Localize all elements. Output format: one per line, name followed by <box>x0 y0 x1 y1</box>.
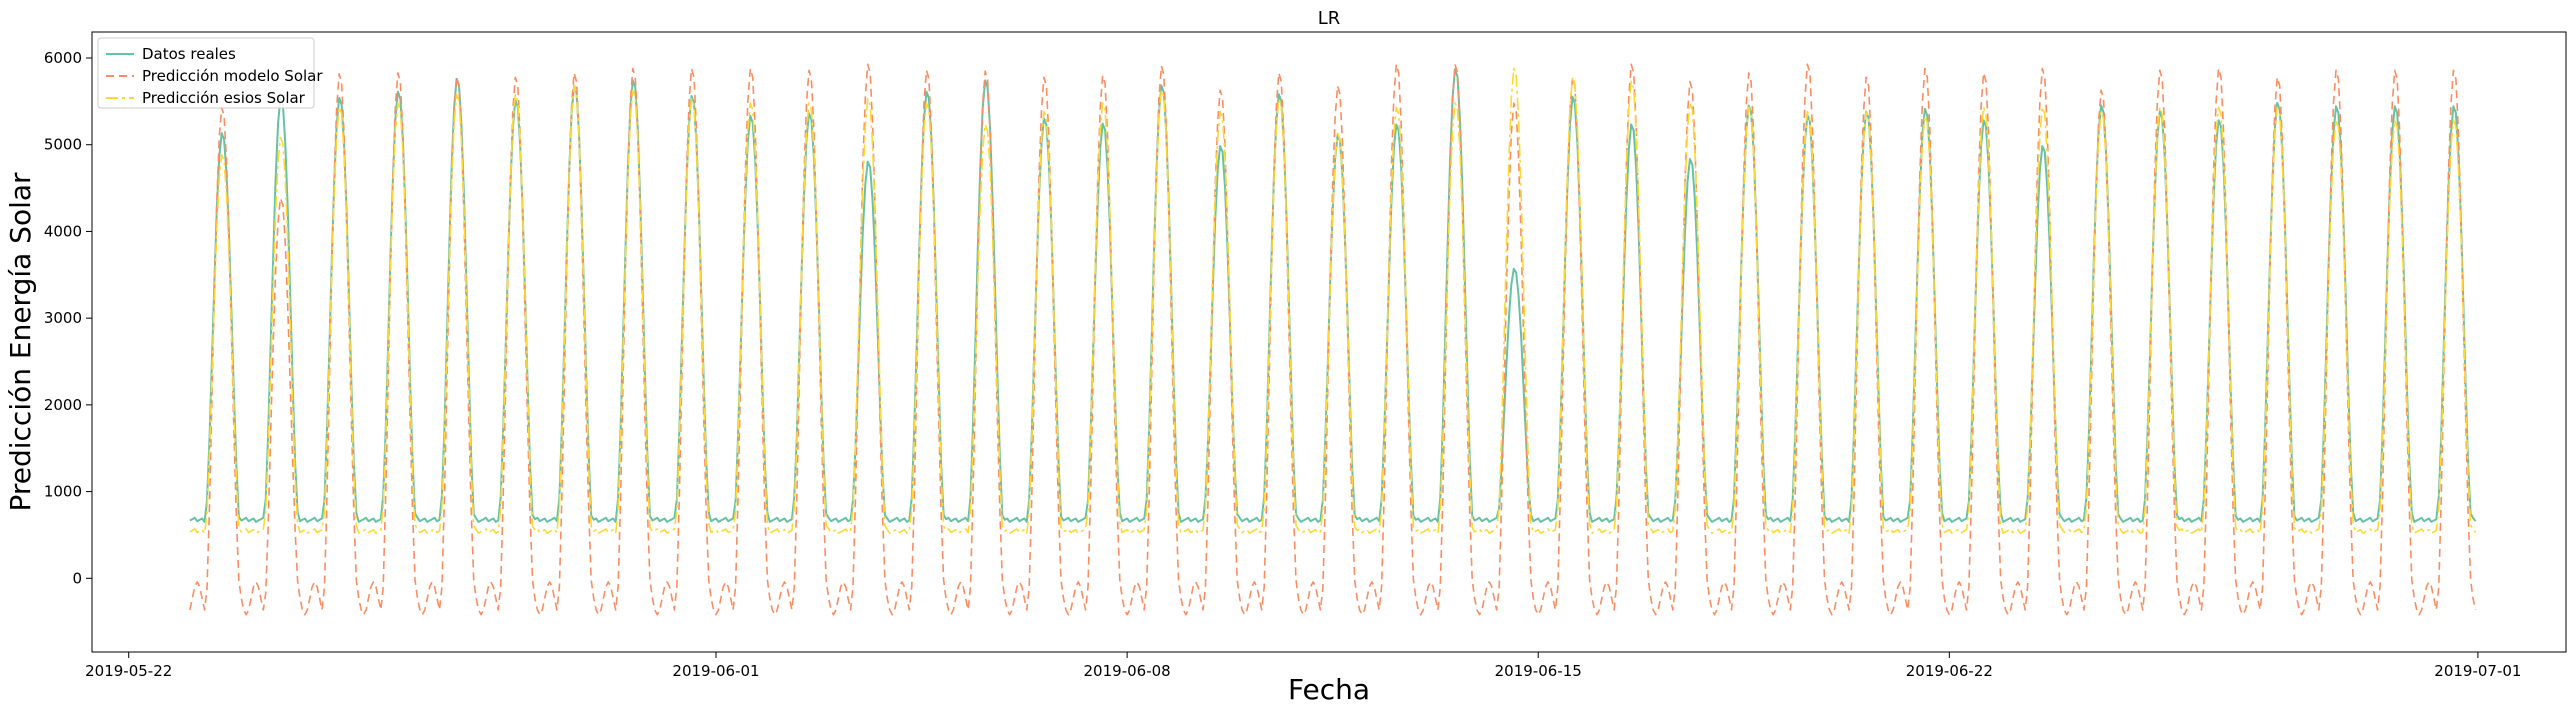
y-axis-title: Predicción Energía Solar <box>4 172 37 512</box>
x-tick-label: 2019-07-01 <box>2434 662 2521 680</box>
legend-label: Predicción modelo Solar <box>142 67 323 85</box>
x-tick-label: 2019-06-01 <box>672 662 759 680</box>
y-tick-label: 4000 <box>44 222 82 240</box>
y-tick-label: 3000 <box>44 309 82 327</box>
y-tick-label: 5000 <box>44 136 82 154</box>
legend-box <box>97 37 315 109</box>
x-tick-label: 2019-06-22 <box>1906 662 1993 680</box>
x-tick-label: 2019-05-22 <box>85 662 172 680</box>
plot-frame <box>91 31 2567 653</box>
y-tick-label: 2000 <box>44 396 82 414</box>
legend-label: Datos reales <box>142 45 236 63</box>
series-layer <box>189 63 2477 616</box>
x-axis-title: Fecha <box>1288 673 1370 706</box>
x-tick-label: 2019-06-15 <box>1495 662 1582 680</box>
series-line-predicci-n-modelo-solar <box>189 63 2477 616</box>
y-tick-label: 6000 <box>44 49 82 67</box>
chart-title: LR <box>1318 8 1341 29</box>
x-axis: 2019-05-22 2019-06-01 2019-06-08 2019-06-15… <box>85 652 2521 680</box>
series-line-predicci-n-esios-solar <box>189 67 2477 534</box>
x-tick-label: 2019-06-08 <box>1084 662 1171 680</box>
y-axis: 0 1000 2000 3000 4000 5000 6000 <box>44 49 92 587</box>
y-tick-label: 1000 <box>44 483 82 501</box>
legend: Datos reales Predicción modelo Solar Predi… <box>97 37 323 109</box>
legend-label: Predicción esios Solar <box>142 89 306 107</box>
y-tick-label: 0 <box>72 569 82 587</box>
